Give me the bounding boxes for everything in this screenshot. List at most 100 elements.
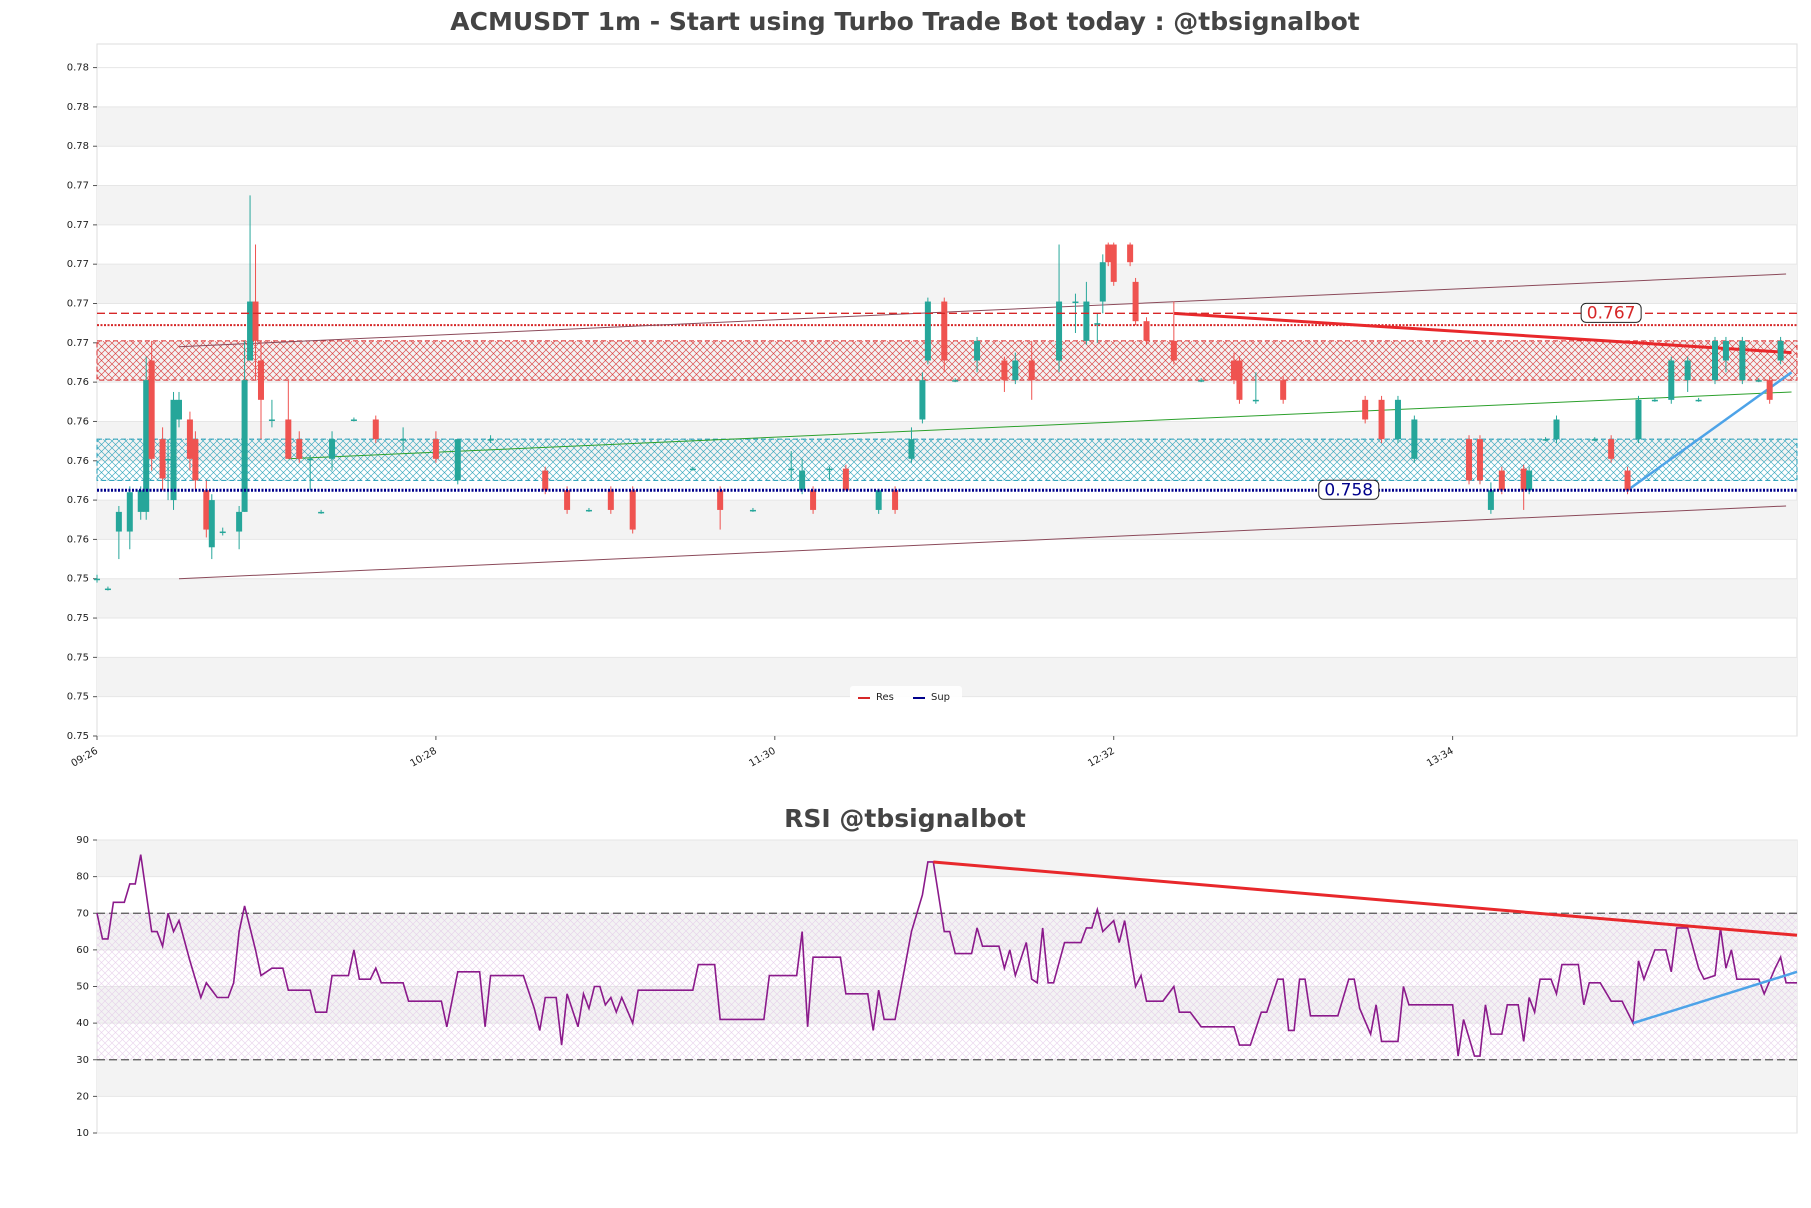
candle-body <box>192 439 199 481</box>
candle-body <box>941 301 948 361</box>
candle-body <box>307 458 314 461</box>
x-tick-label: 10:28 <box>408 746 438 770</box>
candle-body <box>788 468 795 471</box>
y-tick-label: 0.75 <box>67 731 89 742</box>
candle-body <box>252 301 259 341</box>
candle-body <box>1476 439 1483 481</box>
candle-body <box>143 380 150 512</box>
candle-body <box>1608 439 1615 459</box>
candle-body <box>1001 360 1008 381</box>
candle-body <box>1520 468 1527 491</box>
y-tick-label: 0.76 <box>67 456 89 467</box>
candle-body <box>1083 301 1090 341</box>
candle-body <box>285 419 292 459</box>
candle-body <box>1635 399 1642 440</box>
y-tick-label: 0.76 <box>67 377 89 388</box>
trend-line <box>1632 970 1798 1025</box>
candle-body <box>1766 380 1773 400</box>
candle-body <box>1028 360 1035 381</box>
candle-body <box>104 588 111 591</box>
chart-title: ACMUSDT 1m - Start using Turbo Trade Bot… <box>450 7 1360 36</box>
candle-body <box>219 531 226 534</box>
y-tick-label: 0.77 <box>67 181 89 192</box>
candle-body <box>689 468 696 471</box>
candle-body <box>115 511 122 532</box>
candle-body <box>1411 419 1418 459</box>
plot-area <box>96 43 1798 737</box>
candle-body <box>186 419 193 459</box>
candle-body <box>1591 439 1598 441</box>
candle-body <box>826 468 833 471</box>
legend-label: Res <box>876 692 894 703</box>
x-tick-label: 12:32 <box>1086 746 1116 770</box>
y-tick-label: 0.77 <box>67 299 89 310</box>
candle-body <box>1466 439 1473 481</box>
candle-body <box>1739 340 1746 381</box>
candle-body <box>1542 439 1549 441</box>
y-tick-label: 0.78 <box>67 141 89 152</box>
candle-body <box>1110 244 1117 282</box>
candle-body <box>1094 323 1101 325</box>
grid-band <box>97 578 1797 619</box>
y-tick-label: 0.76 <box>67 495 89 506</box>
level-label: 0.767 <box>1587 303 1636 323</box>
candle-body <box>629 490 636 530</box>
candle-body <box>1526 470 1533 491</box>
candle-body <box>974 340 981 361</box>
rsi-band <box>97 913 1797 1060</box>
candle-body <box>454 439 461 481</box>
y-tick-label: 0.75 <box>67 652 89 663</box>
candle-body <box>372 419 379 440</box>
y-tick-label: 60 <box>76 945 89 956</box>
candle-body <box>148 360 155 459</box>
candle-body <box>203 490 210 530</box>
candle-body <box>1362 399 1369 420</box>
candle-body <box>400 439 407 441</box>
candle-body <box>908 439 915 459</box>
candle-body <box>1695 399 1702 402</box>
y-tick-label: 0.75 <box>67 574 89 585</box>
candle-body <box>1651 399 1658 402</box>
trend-line <box>1626 371 1793 492</box>
candle-body <box>1487 490 1494 510</box>
candle-body <box>236 511 243 532</box>
candle-body <box>952 380 959 382</box>
candle-body <box>94 578 100 581</box>
candle-body <box>170 399 177 501</box>
candle-body <box>241 380 248 512</box>
candle-body <box>1378 399 1385 440</box>
y-tick-label: 0.77 <box>67 259 89 270</box>
y-tick-label: 10 <box>76 1128 89 1139</box>
y-tick-label: 80 <box>76 872 89 883</box>
candle-body <box>1252 399 1259 402</box>
grid-band <box>97 106 1797 147</box>
candle-body <box>268 419 275 421</box>
candle-body <box>607 490 614 510</box>
legend-label: Sup <box>931 692 950 703</box>
candle-body <box>1230 360 1237 381</box>
candle-body <box>749 509 756 512</box>
zone <box>96 438 1798 481</box>
candle-body <box>1722 340 1729 361</box>
level-label-box <box>1318 479 1380 500</box>
level-label: 0.758 <box>1324 480 1373 500</box>
candle-body <box>296 439 303 459</box>
candle-body <box>842 468 849 491</box>
candle-body <box>1127 244 1134 263</box>
grid-band <box>97 185 1797 225</box>
y-tick-label: 70 <box>76 908 89 919</box>
candle-body <box>924 301 931 361</box>
y-tick-label: 0.78 <box>67 63 89 74</box>
candle-body <box>875 490 882 510</box>
candle-body <box>175 399 182 420</box>
trend-line <box>178 505 1787 580</box>
candle-body <box>1056 301 1063 361</box>
rsi-line <box>96 854 1797 1057</box>
grid-band <box>97 1059 1797 1097</box>
candle-body <box>810 490 817 510</box>
candle-body <box>1198 380 1205 382</box>
candle-body <box>1553 419 1560 440</box>
candle-body <box>329 439 336 459</box>
candle-body <box>487 439 494 441</box>
y-tick-label: 90 <box>76 835 89 846</box>
